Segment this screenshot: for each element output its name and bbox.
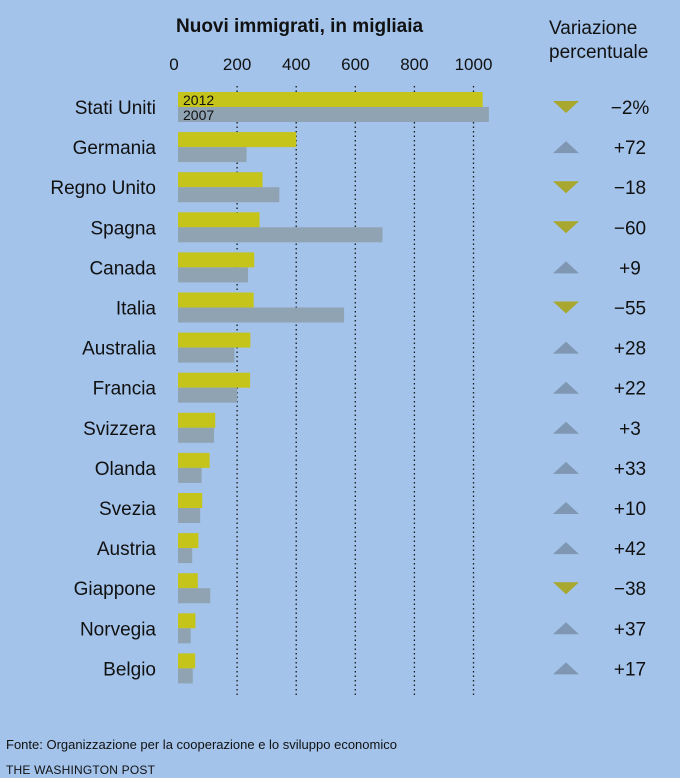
change-value: −38 (614, 579, 646, 600)
bar-2012 (178, 332, 251, 348)
up-arrow-icon (553, 622, 579, 635)
change-value: +28 (614, 339, 646, 360)
change-value: +33 (614, 459, 646, 480)
change-value: −55 (614, 299, 646, 320)
series-label-2012: 2012 (183, 92, 214, 108)
change-value: +42 (614, 539, 646, 560)
change-value: +17 (614, 659, 646, 680)
category-label: Spagna (90, 218, 156, 239)
bar-2007 (178, 628, 191, 644)
up-arrow-icon (553, 141, 579, 154)
down-arrow-icon (553, 582, 579, 595)
bar-2012 (178, 292, 254, 308)
category-label: Giappone (74, 579, 156, 600)
bar-2012 (178, 372, 251, 388)
bar-2012 (178, 533, 199, 549)
change-value: −60 (614, 218, 646, 239)
bar-2007 (178, 508, 201, 523)
bar-2012 (178, 573, 198, 589)
down-arrow-icon (553, 101, 579, 113)
change-value: +22 (614, 379, 646, 400)
category-label: Francia (93, 379, 157, 400)
category-label: Canada (89, 258, 156, 279)
category-label: Norvegia (80, 619, 156, 640)
up-arrow-icon (553, 542, 579, 555)
bar-2007 (178, 347, 235, 363)
bar-2007 (178, 588, 211, 604)
chart-title: Nuovi immigrati, in migliaia (176, 16, 424, 37)
bar-2012 (178, 212, 260, 228)
bar-2012 (178, 252, 255, 268)
bar-2007 (178, 227, 383, 243)
down-arrow-icon (553, 221, 579, 234)
bar-2012 (178, 412, 216, 428)
bar-2012 (178, 653, 196, 669)
source-note: Fonte: Organizzazione per la cooperazion… (6, 737, 397, 752)
bar-2012 (178, 172, 263, 188)
bar-2007 (178, 267, 249, 283)
bar-2007 (178, 307, 345, 323)
change-value: −2% (611, 98, 650, 119)
bar-2007 (178, 467, 202, 483)
series-label-2007: 2007 (183, 107, 214, 123)
change-column-title: Variazione percentuale (549, 18, 649, 63)
category-label: Svizzera (83, 419, 156, 440)
change-value: +10 (614, 499, 646, 520)
publisher-credit: THE WASHINGTON POST (6, 763, 156, 777)
up-arrow-icon (553, 381, 579, 394)
category-label: Olanda (95, 459, 157, 480)
up-arrow-icon (553, 461, 579, 474)
bar-2007 (178, 427, 215, 443)
x-tick-label: 200 (223, 55, 251, 74)
bar-2012 (178, 92, 483, 107)
change-value: +3 (619, 419, 641, 440)
category-label: Stati Uniti (75, 98, 156, 119)
category-label: Australia (82, 339, 156, 360)
x-tick-label: 0 (169, 55, 178, 74)
up-arrow-icon (553, 261, 579, 274)
bar-2007 (178, 107, 489, 122)
down-arrow-icon (553, 181, 579, 194)
bar-2012 (178, 132, 297, 148)
x-tick-label: 1000 (455, 55, 493, 74)
category-label: Belgio (103, 659, 156, 680)
up-arrow-icon (553, 341, 579, 354)
up-arrow-icon (553, 421, 579, 434)
change-value: +37 (614, 619, 646, 640)
x-tick-label: 800 (400, 55, 428, 74)
change-value: +9 (619, 258, 641, 279)
bar-2012 (178, 613, 196, 629)
category-label: Austria (97, 539, 157, 560)
category-label: Svezia (99, 499, 156, 520)
bar-2007 (178, 668, 193, 684)
bar-2007 (178, 147, 247, 163)
down-arrow-icon (553, 301, 579, 314)
bar-2012 (178, 493, 203, 508)
bar-2007 (178, 548, 193, 564)
category-label: Germania (73, 138, 157, 159)
up-arrow-icon (553, 662, 579, 675)
change-value: +72 (614, 138, 646, 159)
bar-2007 (178, 387, 238, 403)
category-label: Italia (116, 299, 157, 320)
category-label: Regno Unito (50, 178, 156, 199)
up-arrow-icon (553, 502, 579, 514)
bar-2007 (178, 187, 280, 203)
bar-2012 (178, 452, 210, 468)
x-tick-label: 400 (282, 55, 310, 74)
change-value: −18 (614, 178, 646, 199)
x-tick-label: 600 (341, 55, 369, 74)
